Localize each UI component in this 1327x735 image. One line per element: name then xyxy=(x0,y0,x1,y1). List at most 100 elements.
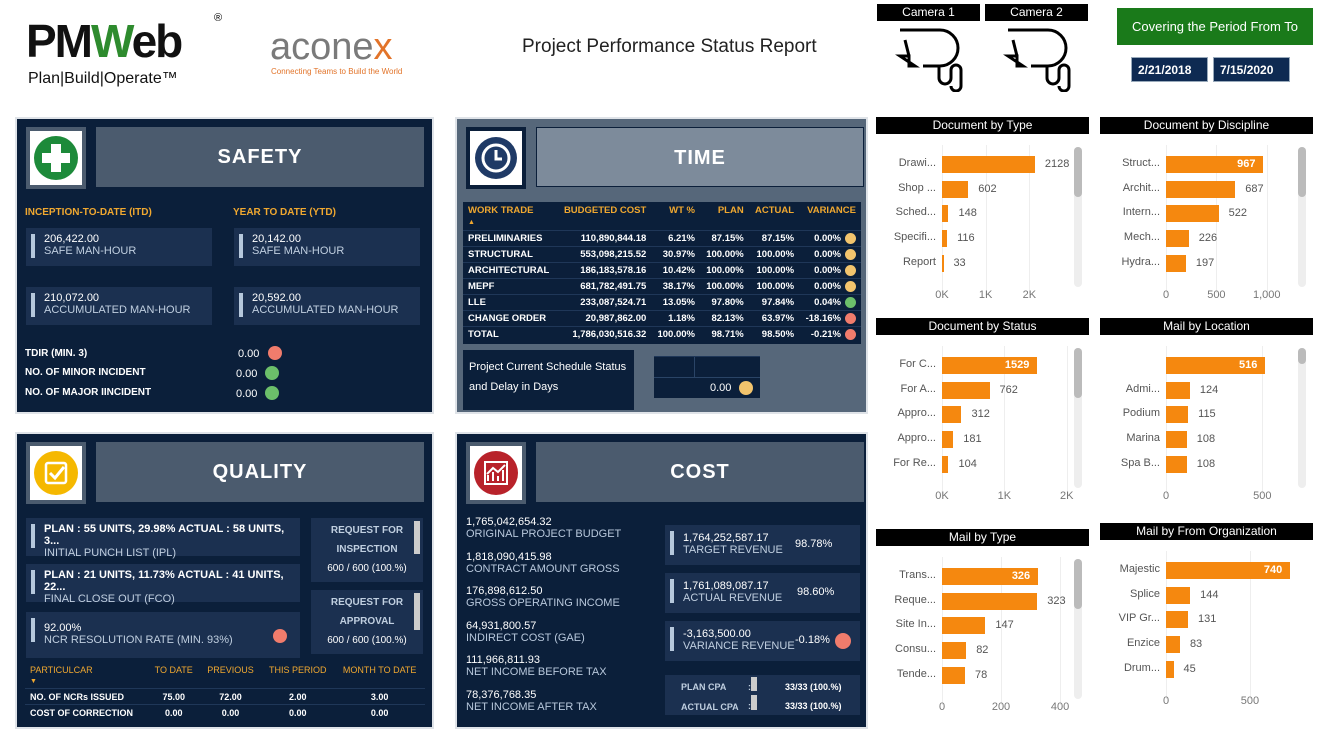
bar[interactable] xyxy=(942,617,986,635)
bar[interactable] xyxy=(1166,357,1266,374)
scrollbar-thumb[interactable] xyxy=(1074,559,1082,609)
scrollbar[interactable] xyxy=(1074,559,1082,699)
scrollbar-thumb[interactable] xyxy=(1298,348,1306,364)
category-label: Sched... xyxy=(895,206,936,219)
actual-cpa-value: 33/33 (100.%) xyxy=(785,701,842,711)
bar[interactable] xyxy=(1166,406,1189,424)
col-variance[interactable]: VARIANCE xyxy=(807,205,856,216)
cell-text: -18.16% xyxy=(805,313,841,325)
bar[interactable] xyxy=(942,156,1035,173)
date-from-input[interactable]: 2/21/2018 xyxy=(1131,57,1208,82)
rfi-box: REQUEST FOR INSPECTION 600 / 600 (100.%) xyxy=(311,518,423,582)
cell-text: 97.84% xyxy=(761,297,795,309)
col-budgeted-cost[interactable]: BUDGETED COST xyxy=(563,205,647,216)
camera-2-label[interactable]: Camera 2 xyxy=(985,4,1088,21)
scrollbar[interactable] xyxy=(1074,348,1082,488)
col-plan[interactable]: PLAN xyxy=(717,205,744,216)
work-trade-table: WORK TRADE ▲ BUDGETED COST WT % PLAN ACTU… xyxy=(463,202,861,344)
col-wt-pct[interactable]: WT % xyxy=(669,205,695,216)
table-row[interactable]: LLE 233,087,524.71 13.05% 97.80% 97.84% 0.04% xyxy=(463,294,861,311)
table-cell: 553,098,215.52 xyxy=(556,246,652,263)
bar[interactable] xyxy=(1166,660,1174,678)
bar[interactable] xyxy=(942,406,962,424)
bar[interactable] xyxy=(1166,586,1191,604)
bar[interactable] xyxy=(942,381,990,399)
table-row[interactable]: MEPF 681,782,491.75 38.17% 100.00% 100.00% 0.… xyxy=(463,278,861,295)
bar[interactable] xyxy=(1166,230,1189,248)
bar[interactable] xyxy=(1166,636,1180,654)
bar[interactable] xyxy=(942,642,967,660)
value-label: 148 xyxy=(958,207,977,220)
date-to-input[interactable]: 7/15/2020 xyxy=(1213,57,1290,82)
col-month-to-date[interactable]: MONTH TO DATE xyxy=(342,665,417,675)
bar[interactable] xyxy=(942,431,954,449)
bar[interactable] xyxy=(1166,562,1291,579)
col-this-period[interactable]: THIS PERIOD xyxy=(268,665,327,675)
camera-2-icon[interactable] xyxy=(1003,26,1073,92)
col-actual[interactable]: ACTUAL xyxy=(754,205,795,216)
period-button[interactable]: Covering the Period From To xyxy=(1117,8,1313,45)
col-particular[interactable]: PARTICULCAR ▼ xyxy=(30,665,93,685)
bar[interactable] xyxy=(1166,156,1264,173)
category-label: Podium xyxy=(1122,407,1160,420)
bar[interactable] xyxy=(942,180,969,198)
category-label: Archit... xyxy=(1122,181,1160,194)
bar[interactable] xyxy=(942,455,949,473)
bar[interactable] xyxy=(1166,611,1188,629)
scrollbar[interactable] xyxy=(1298,147,1306,287)
table-cell: 0.00 xyxy=(261,704,335,721)
bar[interactable] xyxy=(1166,180,1236,198)
gridline xyxy=(1249,551,1251,699)
table-row[interactable]: PRELIMINARIES 110,890,844.18 6.21% 87.15% 87… xyxy=(463,229,861,247)
cost-item-value: 78,376,768.35 xyxy=(466,688,537,701)
value-label: 124 xyxy=(1199,383,1219,396)
scrollbar-thumb[interactable] xyxy=(1074,147,1082,197)
scrollbar[interactable] xyxy=(1074,147,1082,287)
table-cell: 0.04% xyxy=(799,294,861,311)
category-label: Reque... xyxy=(894,593,936,606)
gridline xyxy=(1066,346,1068,494)
table-row[interactable]: NO. OF NCRs ISSUED 75.00 72.00 2.00 3.00 xyxy=(25,688,425,705)
bar[interactable] xyxy=(942,666,965,684)
table-row[interactable]: COST OF CORRECTION 0.00 0.00 0.00 0.00 xyxy=(25,704,425,721)
bar[interactable] xyxy=(942,592,1038,610)
camera-1-label[interactable]: Camera 1 xyxy=(877,4,980,21)
bar[interactable] xyxy=(942,205,949,223)
col-previous[interactable]: PREVIOUS xyxy=(207,665,254,675)
aconex-logo: aconex xyxy=(270,26,393,68)
safety-title: SAFETY xyxy=(96,127,424,187)
cell-text: 20,987,862.00 xyxy=(585,313,647,325)
table-cell: NO. OF NCRs ISSUED xyxy=(25,688,148,705)
table-cell: -18.16% xyxy=(799,310,861,327)
cell-text: 98.71% xyxy=(711,329,744,341)
category-label: Shop ... xyxy=(898,181,936,194)
bar[interactable] xyxy=(1166,455,1187,473)
camera-1-icon[interactable] xyxy=(895,26,965,92)
bar[interactable] xyxy=(1166,254,1186,272)
table-row[interactable]: CHANGE ORDER 20,987,862.00 1.18% 82.13% 63.9… xyxy=(463,310,861,327)
bar[interactable] xyxy=(942,568,1039,585)
scrollbar-thumb[interactable] xyxy=(1074,348,1082,398)
table-cell: COST OF CORRECTION xyxy=(25,704,148,721)
table-row[interactable]: TOTAL 1,786,030,516.32 100.00% 98.71% 98.50%… xyxy=(463,326,861,343)
category-label: Splice xyxy=(1130,587,1160,600)
scrollbar[interactable] xyxy=(1298,348,1306,488)
col-work-trade[interactable]: WORK TRADE ▲ xyxy=(468,205,534,226)
plan-cpa-bar xyxy=(751,677,757,691)
cost-title: COST xyxy=(536,442,864,502)
table-row[interactable]: STRUCTURAL 553,098,215.52 30.97% 100.00% 100… xyxy=(463,246,861,263)
bar[interactable] xyxy=(942,357,1038,374)
scrollbar-thumb[interactable] xyxy=(1298,147,1306,197)
bar[interactable] xyxy=(1166,205,1219,223)
bar[interactable] xyxy=(1166,381,1190,399)
axis-tick-label: 1,000 xyxy=(1253,289,1281,301)
value-label: 108 xyxy=(1196,457,1216,470)
bar[interactable] xyxy=(1166,431,1187,449)
table-cell: 0.00 xyxy=(334,704,425,721)
bar[interactable] xyxy=(942,230,948,248)
table-row[interactable]: ARCHITECTURAL 186,183,578.16 10.42% 100.00%… xyxy=(463,262,861,279)
bar[interactable] xyxy=(942,254,944,272)
plan-cpa-label: PLAN CPA xyxy=(681,682,727,692)
col-to-date[interactable]: TO DATE xyxy=(154,665,193,675)
itd-accumulated-man-hour: 210,072.00 ACCUMULATED MAN-HOUR xyxy=(26,287,212,325)
